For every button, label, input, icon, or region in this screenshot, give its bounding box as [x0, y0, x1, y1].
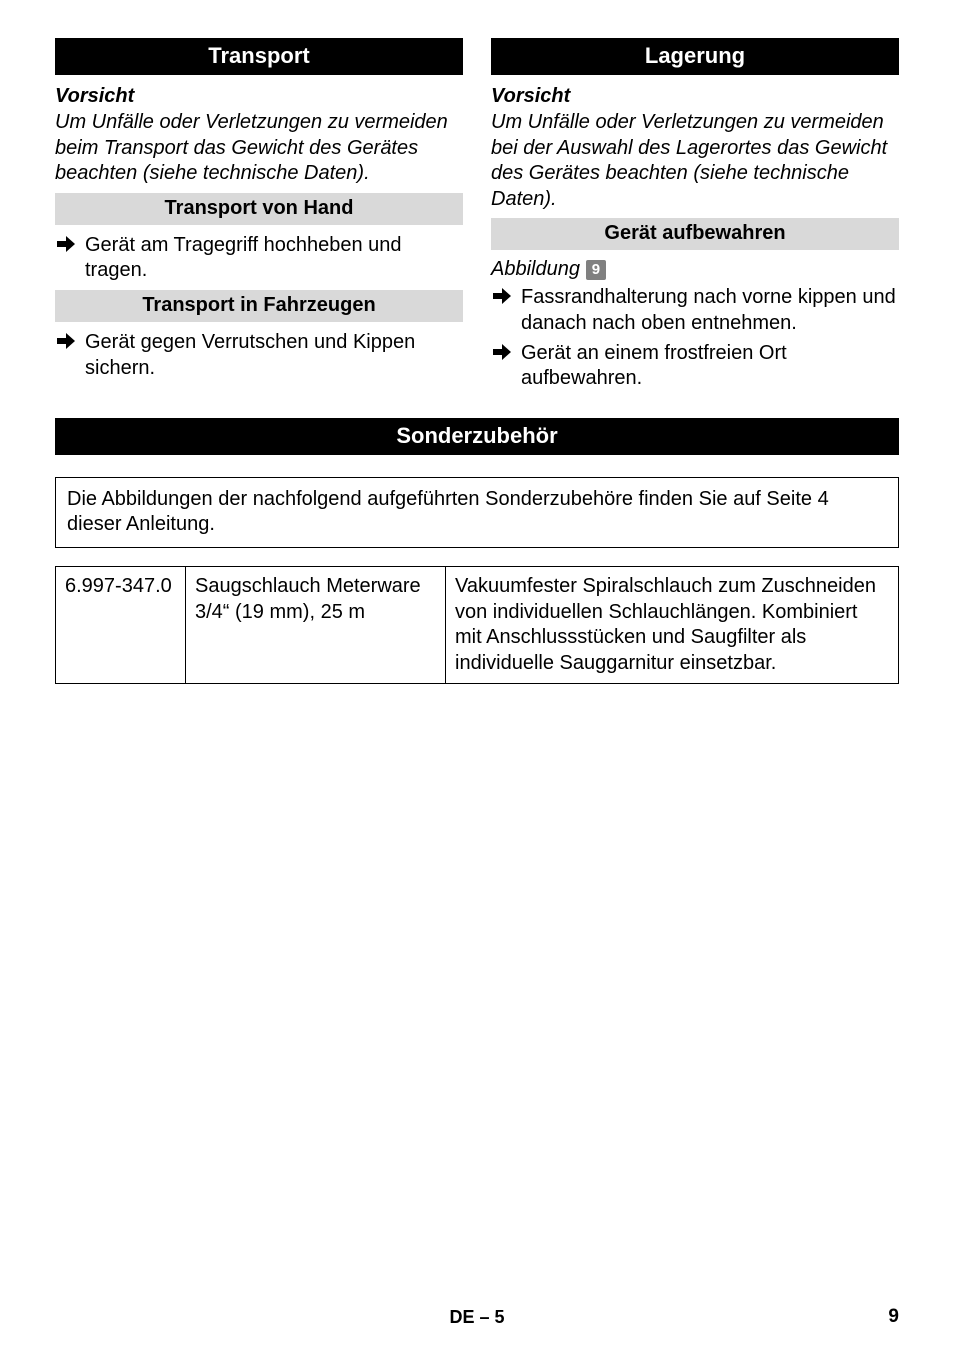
geraet-aufbewahren-header: Gerät aufbewahren [491, 218, 899, 250]
vorsicht-label-right: Vorsicht [491, 85, 899, 108]
bullet-item: Fassrandhalterung nach vorne kippen und … [491, 285, 899, 336]
sonderzubehoer-header: Sonderzubehör [55, 418, 899, 455]
abbildung-label: Abbildung [491, 258, 580, 281]
two-column-layout: Transport Vorsicht Um Unfälle oder Verle… [55, 38, 899, 396]
bullet-item: Gerät gegen Verrutschen und Kippen siche… [55, 330, 463, 381]
transport-header: Transport [55, 38, 463, 75]
lagerung-warning-text: Um Unfälle oder Verletzungen zu vermeide… [491, 110, 899, 212]
parts-table: 6.997-347.0 Saugschlauch Meterware 3/4“ … [55, 566, 899, 684]
part-name-cell: Saugschlauch Meterware 3/4“ (19 mm), 25 … [186, 566, 446, 683]
vorsicht-label-left: Vorsicht [55, 85, 463, 108]
abbildung-line: Abbildung 9 [491, 258, 899, 281]
footer-page-number: 9 [888, 1306, 899, 1328]
transport-von-hand-header: Transport von Hand [55, 193, 463, 225]
arrow-icon [57, 236, 75, 252]
table-row: 6.997-347.0 Saugschlauch Meterware 3/4“ … [56, 566, 899, 683]
right-column: Lagerung Vorsicht Um Unfälle oder Verlet… [491, 38, 899, 396]
transport-warning-text: Um Unfälle oder Verletzungen zu vermeide… [55, 110, 463, 187]
info-box: Die Abbildungen der nachfolgend aufgefüh… [55, 477, 899, 548]
bullet-text: Fassrandhalterung nach vorne kippen und … [521, 285, 899, 336]
transport-in-fahrzeugen-header: Transport in Fahrzeugen [55, 290, 463, 322]
arrow-icon [493, 344, 511, 360]
footer-center: DE – 5 [0, 1307, 954, 1328]
bullet-text: Gerät am Tragegriff hochheben und tragen… [85, 233, 463, 284]
arrow-icon [57, 333, 75, 349]
left-column: Transport Vorsicht Um Unfälle oder Verle… [55, 38, 463, 396]
part-description-cell: Vakuumfester Spiralschlauch zum Zuschnei… [446, 566, 899, 683]
figure-number-badge: 9 [586, 260, 606, 280]
arrow-icon [493, 288, 511, 304]
bullet-text: Gerät gegen Verrutschen und Kippen siche… [85, 330, 463, 381]
bullet-item: Gerät an einem frostfreien Ort aufbewahr… [491, 341, 899, 392]
bullet-text: Gerät an einem frostfreien Ort aufbewahr… [521, 341, 899, 392]
lagerung-header: Lagerung [491, 38, 899, 75]
bullet-item: Gerät am Tragegriff hochheben und tragen… [55, 233, 463, 284]
part-number-cell: 6.997-347.0 [56, 566, 186, 683]
